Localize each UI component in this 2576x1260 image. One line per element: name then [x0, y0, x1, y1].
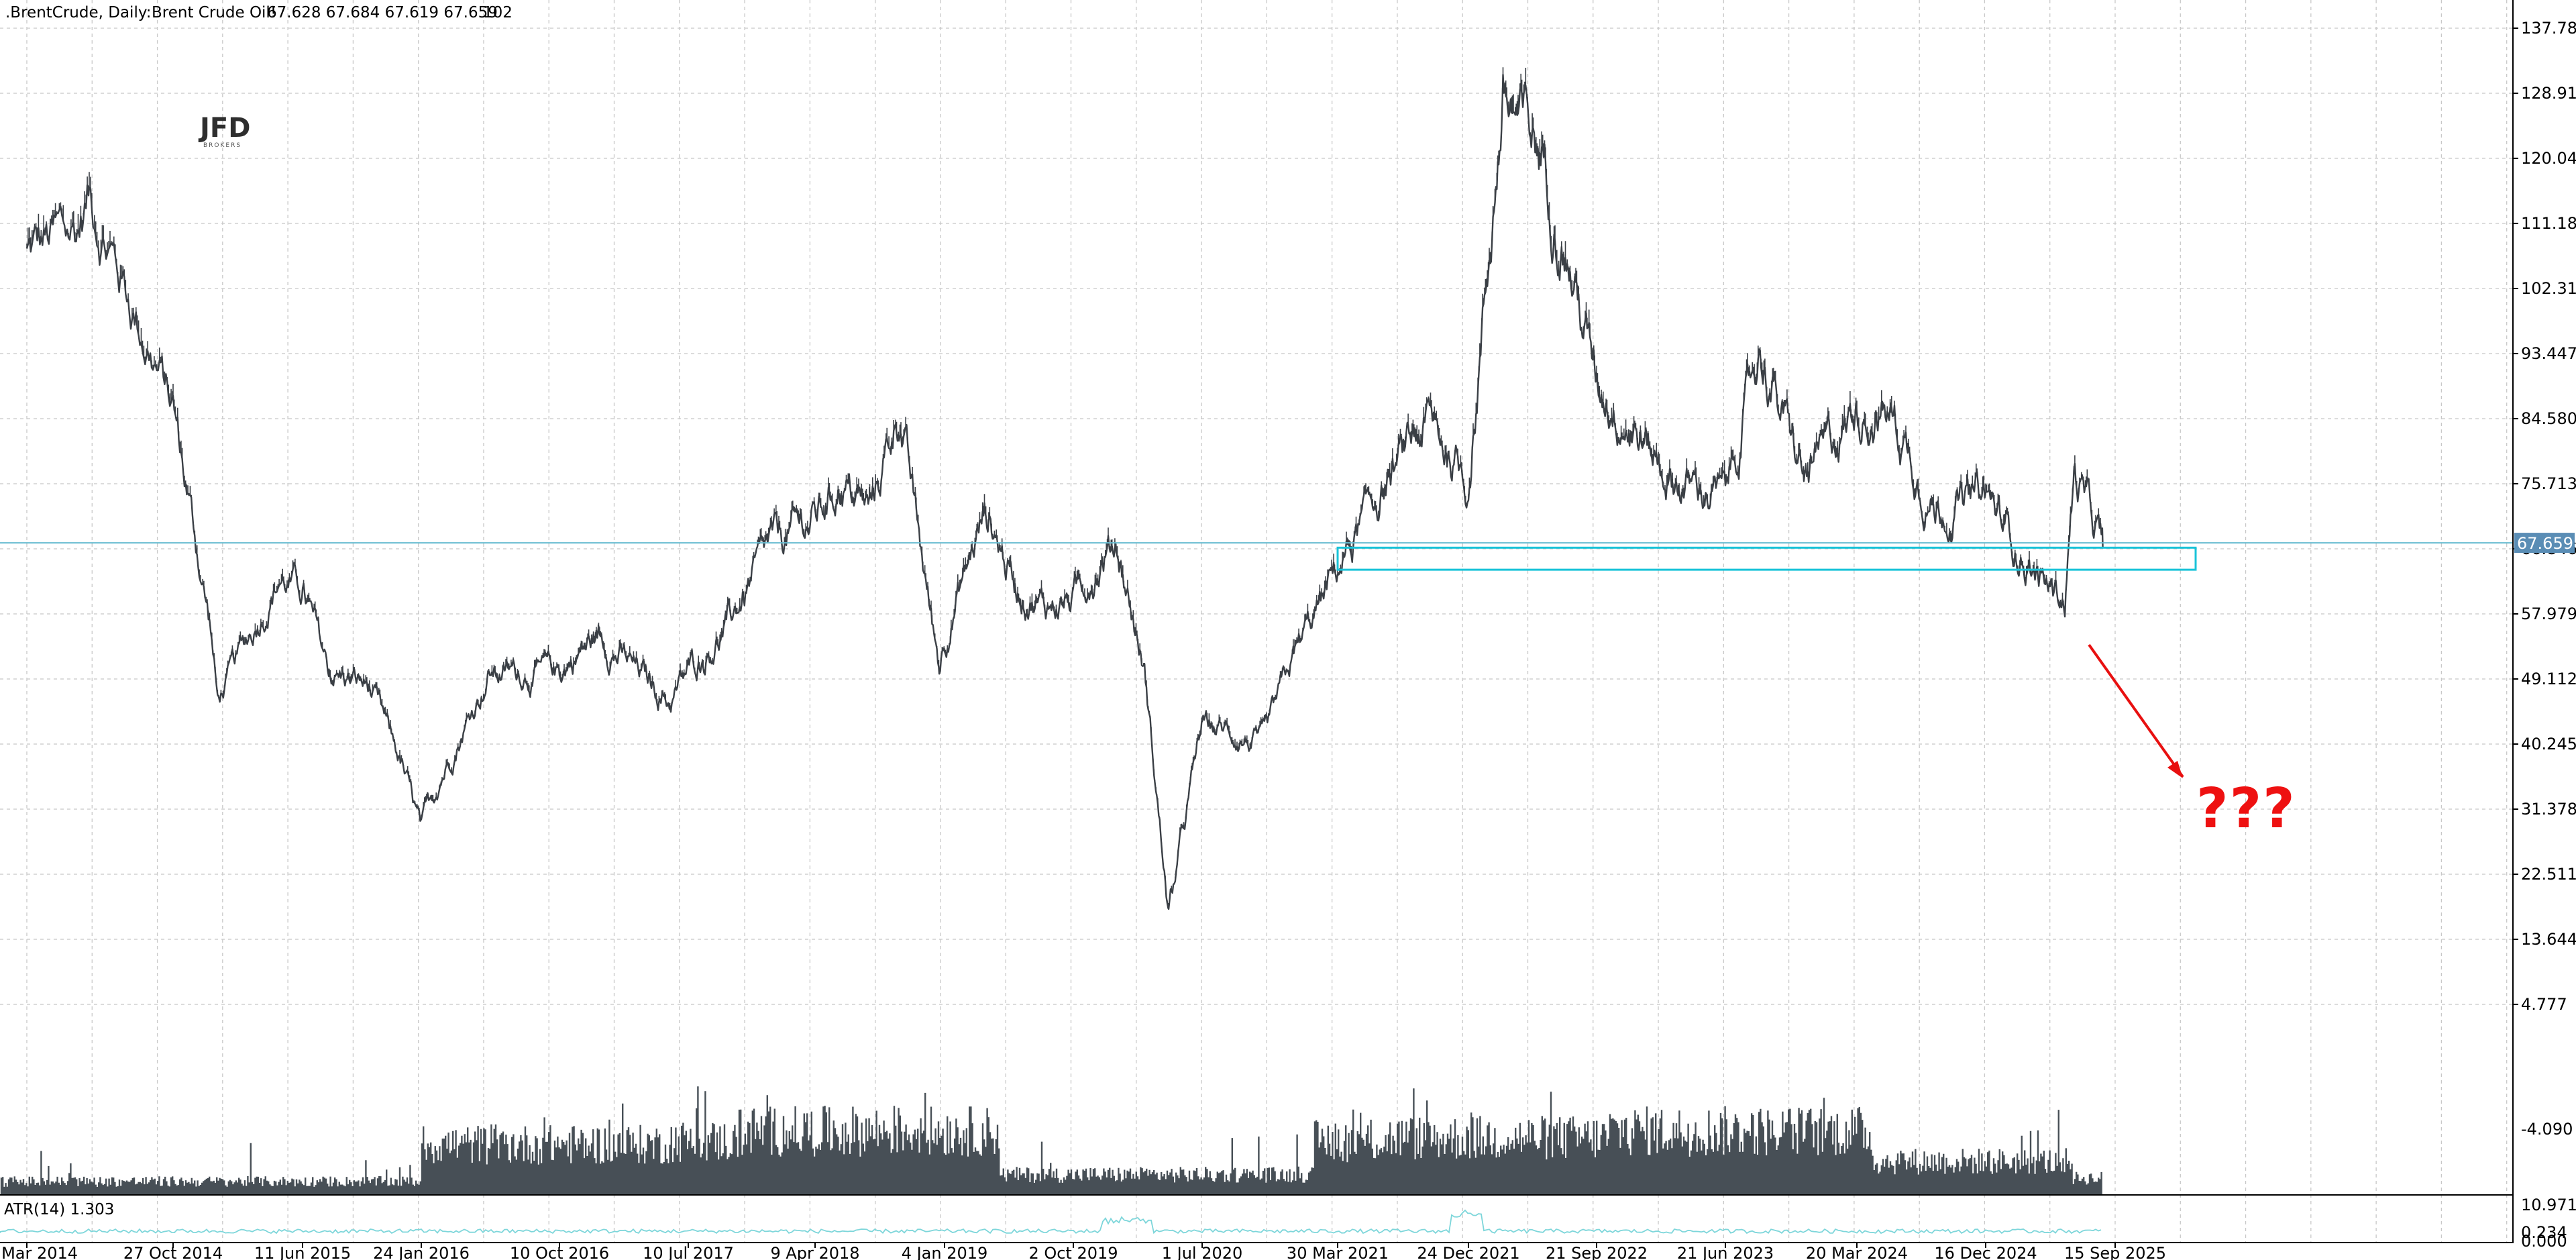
x-tick-label: 9 Apr 2018 — [770, 1244, 859, 1260]
x-axis-labels: 16 Mar 2014 27 Oct 2014 11 Jun 2015 24 Jan … — [0, 1243, 2166, 1260]
y-tick-label: 111.181 — [2521, 214, 2576, 233]
price-series-group — [25, 67, 2104, 910]
logo-subtext: BROKERS — [203, 142, 241, 149]
y-tick-label: 22.511 — [2521, 865, 2576, 884]
atr-indicator — [0, 1209, 2102, 1235]
x-tick-label: 21 Jun 2023 — [1677, 1244, 1774, 1260]
y-tick-label: 4.777 — [2521, 995, 2567, 1014]
x-tick-label: 1 Jul 2020 — [1162, 1244, 1243, 1260]
x-tick-label: 20 Mar 2024 — [1806, 1244, 1908, 1260]
y-tick-label-lower: -4.090 — [2521, 1120, 2573, 1139]
price-hl-ticks — [26, 67, 2103, 909]
chart-header-symbol: .BrentCrude, Daily: — [5, 4, 152, 21]
y-tick-label: 137.782 — [2521, 19, 2576, 38]
x-tick-label: 24 Dec 2021 — [1417, 1244, 1519, 1260]
annotation-arrowhead — [2167, 761, 2183, 778]
x-tick-label: 21 Sep 2022 — [1546, 1244, 1648, 1260]
annotation-arrow — [2088, 643, 2184, 778]
x-tick-label: 27 Oct 2014 — [123, 1244, 223, 1260]
y-tick-label: 120.048 — [2521, 149, 2576, 168]
y-tick-label: 75.713 — [2521, 474, 2576, 493]
y-tick-label: 49.112 — [2521, 670, 2576, 688]
atr-label: ATR(14) 1.303 — [4, 1201, 114, 1218]
x-tick-label: 2 Oct 2019 — [1028, 1244, 1118, 1260]
y-tick-label: 57.979 — [2521, 605, 2576, 623]
y-tick-label: 102.314 — [2521, 279, 2576, 298]
y-tick-label: 84.580 — [2521, 409, 2576, 428]
x-tick-label: 15 Sep 2025 — [2064, 1244, 2166, 1260]
y-tick-label-lower: 0.000 — [2521, 1232, 2567, 1251]
chart-header-count: 102 — [483, 4, 513, 21]
support-zone-box — [1336, 546, 2197, 571]
y-tick-label-lower: 0.234 — [2521, 1223, 2567, 1242]
x-tick-label: 16 Dec 2024 — [1934, 1244, 2037, 1260]
x-tick-label: 10 Oct 2016 — [510, 1244, 609, 1260]
x-tick-label: 30 Mar 2021 — [1287, 1244, 1389, 1260]
jfd-logo: JFD BROKERS — [198, 113, 250, 149]
y-tick-label: 128.915 — [2521, 84, 2576, 103]
current-price-tag: 67.659 — [2514, 533, 2575, 554]
volume-histogram — [0, 1086, 2102, 1195]
y-tick-label: 93.447 — [2521, 344, 2576, 363]
volume-bars — [0, 1086, 2102, 1195]
x-tick-label: 11 Jun 2015 — [254, 1244, 351, 1260]
y-tick-label: 13.644 — [2521, 930, 2576, 949]
chart-header-ohlc: 67.628 67.684 67.619 67.659 — [267, 4, 498, 21]
y-tick-label: 40.245 — [2521, 735, 2576, 753]
atr-line — [0, 1209, 2102, 1235]
logo-text: JFD — [198, 113, 250, 144]
x-tick-label: 4 Jan 2019 — [902, 1244, 988, 1260]
y-tick-label-lower: 10.971 — [2521, 1196, 2576, 1214]
x-tick-label: 10 Jul 2017 — [643, 1244, 734, 1260]
x-tick-label: 16 Mar 2014 — [0, 1244, 78, 1260]
y-tick-label: 31.378 — [2521, 800, 2576, 819]
current-price-label: 67.659 — [2517, 534, 2573, 553]
x-tick-label: 24 Jan 2016 — [373, 1244, 470, 1260]
annotation-question-marks: ??? — [2196, 777, 2296, 841]
annotation-group: ??? — [2088, 643, 2296, 841]
chart-header-name: Brent Crude Oil! — [152, 4, 276, 21]
grid-lines — [0, 0, 2513, 1243]
